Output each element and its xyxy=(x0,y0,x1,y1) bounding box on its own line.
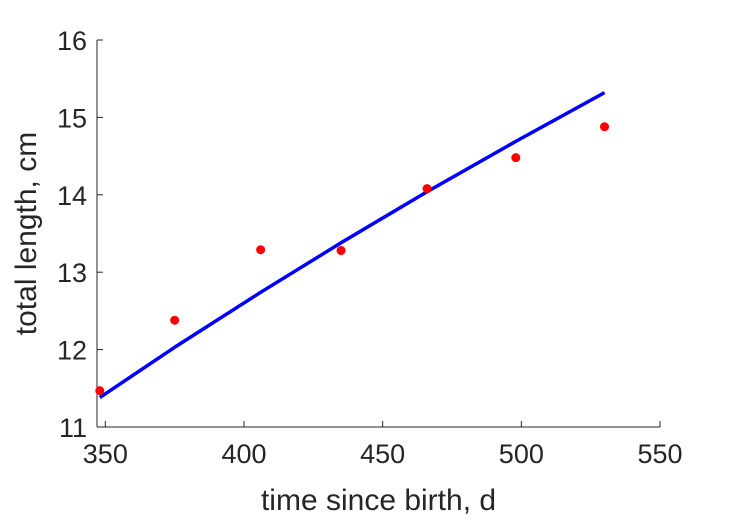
x-tick-label: 350 xyxy=(83,439,128,469)
y-tick-label: 14 xyxy=(57,181,87,211)
x-ticks: 350 400 450 500 550 xyxy=(83,421,683,469)
y-tick-label: 12 xyxy=(57,336,87,366)
x-tick-label: 400 xyxy=(221,439,266,469)
y-tick-label: 13 xyxy=(57,258,87,288)
x-tick-label: 550 xyxy=(637,439,682,469)
data-point xyxy=(600,122,610,132)
x-tick-label: 500 xyxy=(499,439,544,469)
y-axis-title: total length, cm xyxy=(10,132,43,335)
x-tick-label: 450 xyxy=(360,439,405,469)
axes xyxy=(96,40,660,428)
data-point xyxy=(170,315,180,325)
data-point xyxy=(95,386,105,396)
plot-area xyxy=(95,91,610,400)
y-ticks: 11 12 13 14 15 16 xyxy=(57,26,103,443)
data-point xyxy=(256,245,266,255)
data-point xyxy=(422,184,432,194)
data-point xyxy=(511,153,521,163)
y-tick-label: 11 xyxy=(59,413,87,443)
fit-curve xyxy=(98,91,606,400)
y-tick-label: 15 xyxy=(57,103,87,133)
y-tick-label: 16 xyxy=(57,26,87,56)
data-point xyxy=(336,246,346,256)
x-axis-title: time since birth, d xyxy=(261,484,496,517)
